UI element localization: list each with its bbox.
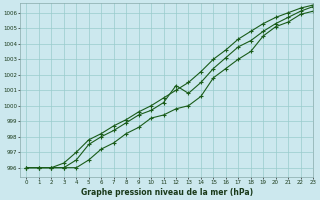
X-axis label: Graphe pression niveau de la mer (hPa): Graphe pression niveau de la mer (hPa) — [81, 188, 253, 197]
